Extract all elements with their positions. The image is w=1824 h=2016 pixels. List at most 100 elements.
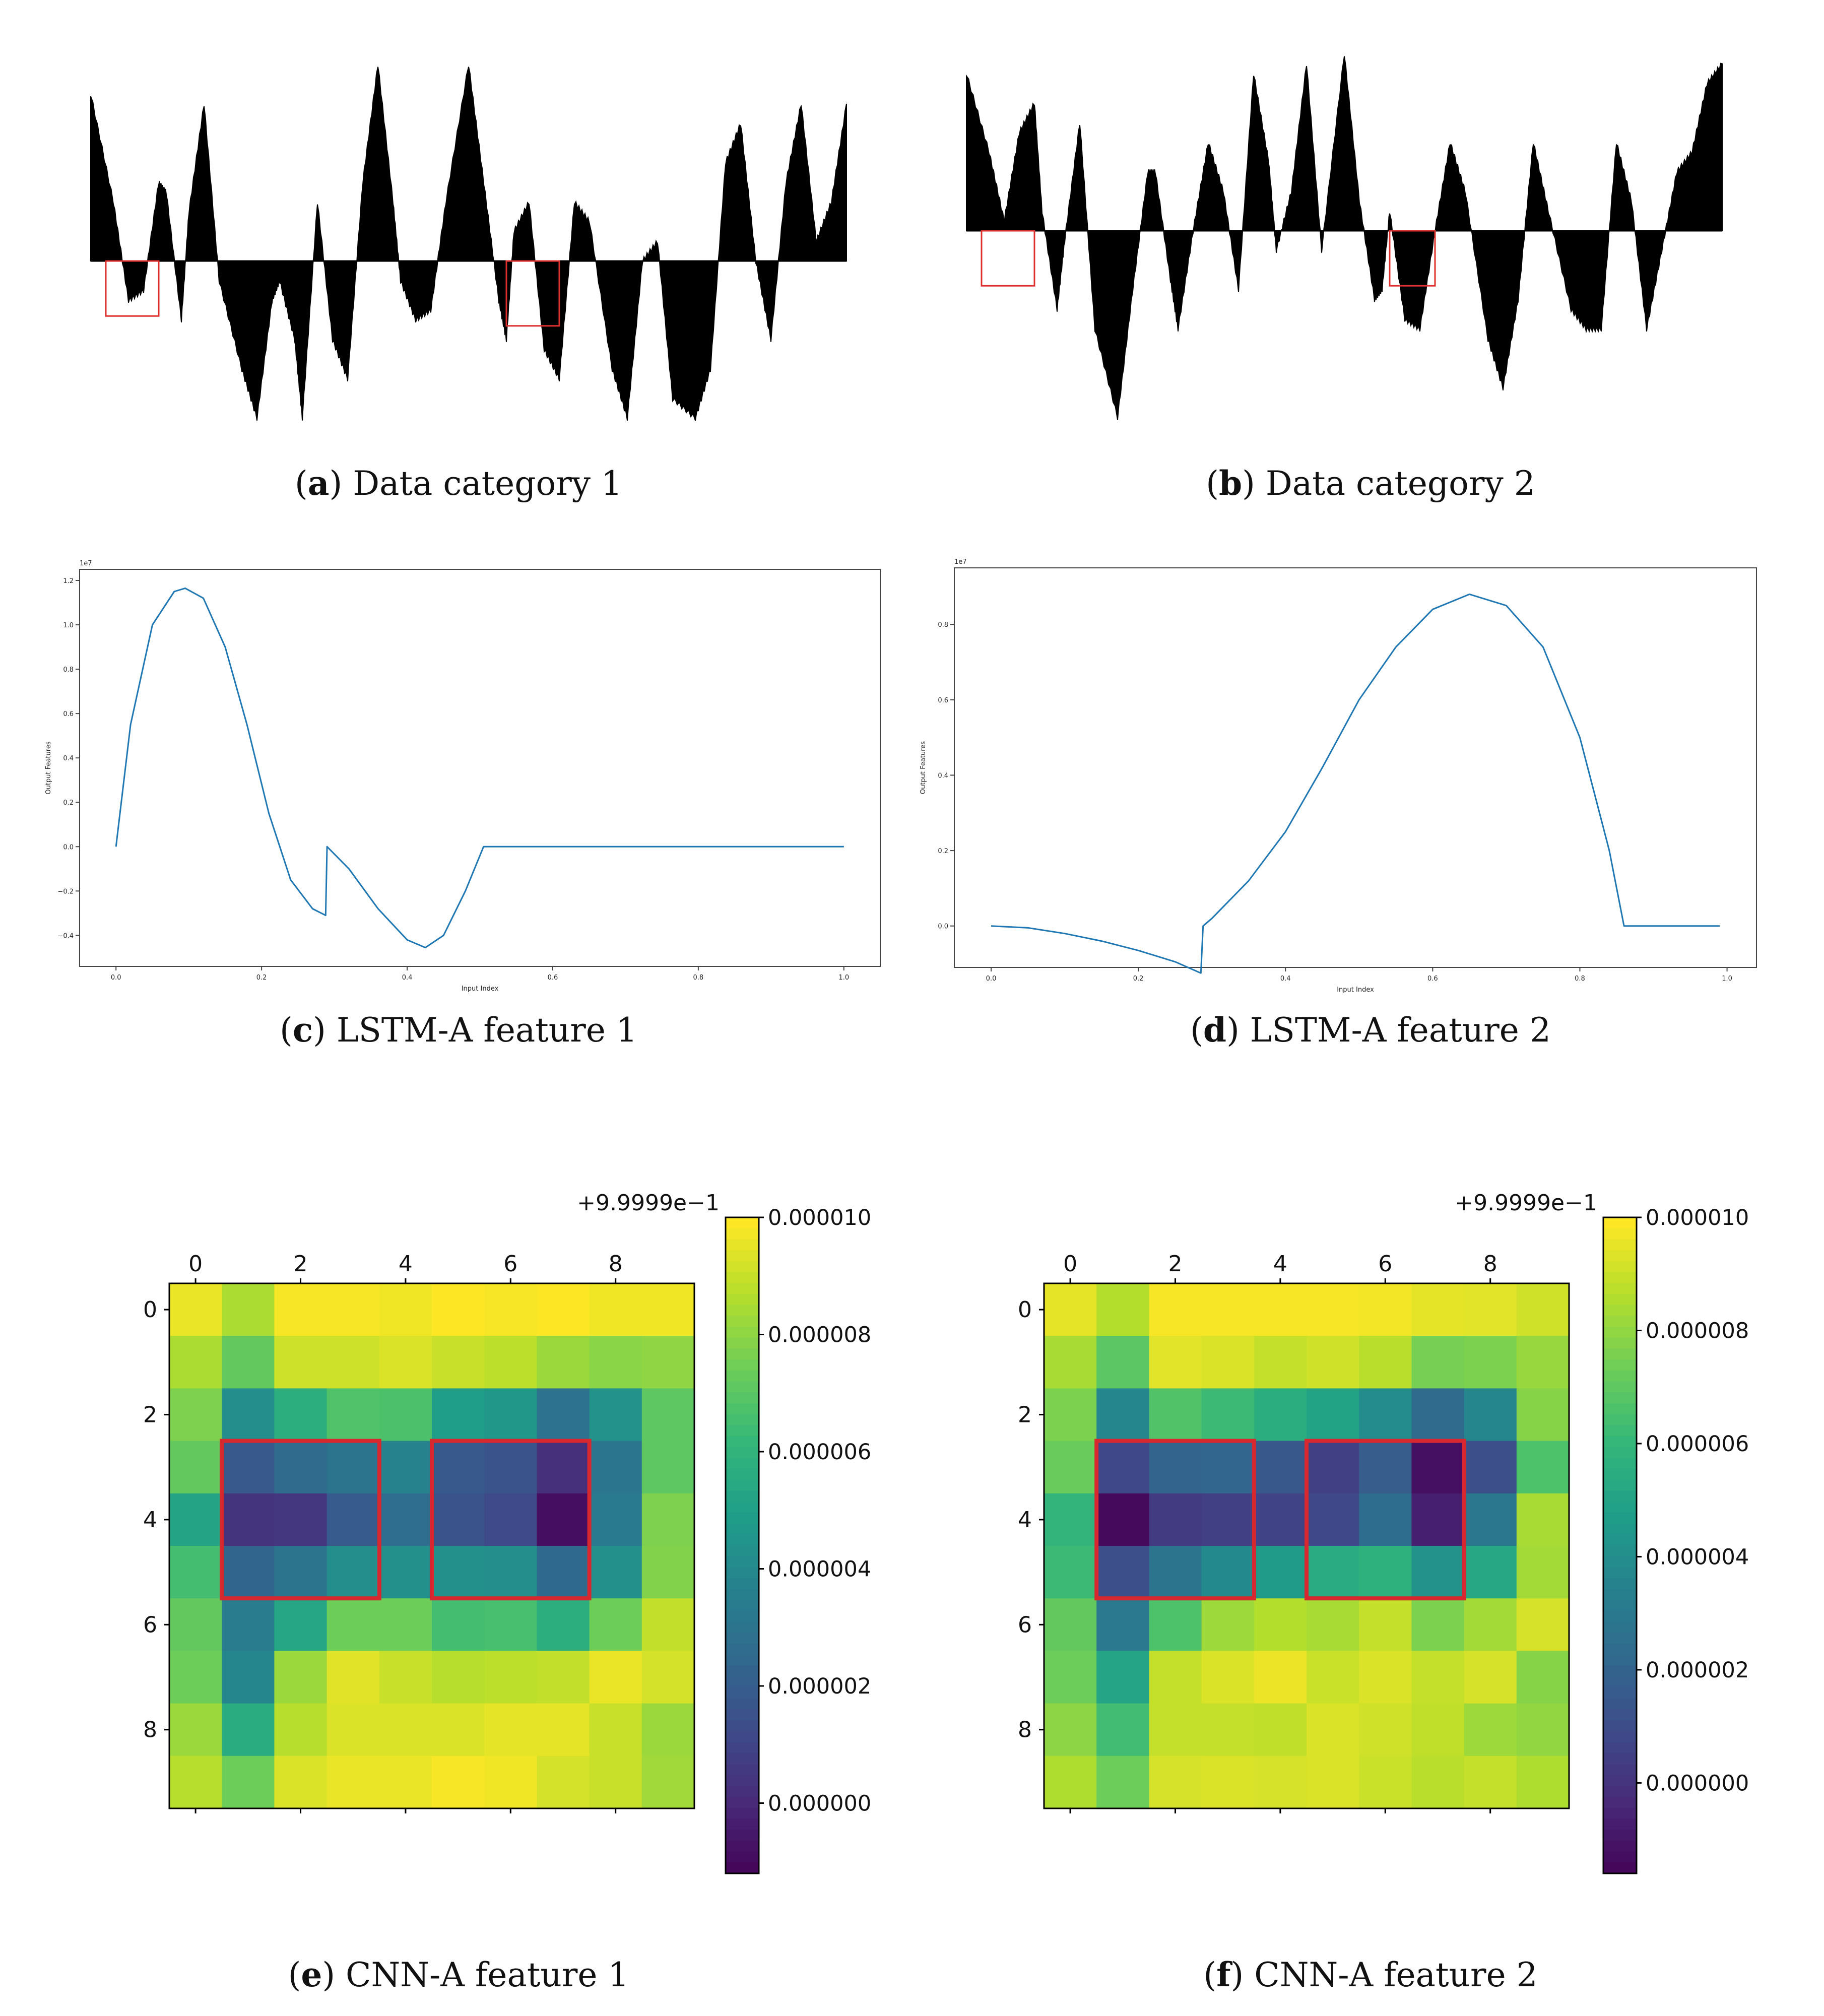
colorbar-segment (1603, 1665, 1637, 1677)
x-tick-label: 1.0 (1722, 975, 1732, 983)
heatmap-cell (537, 1598, 590, 1651)
heatmap-cell (1201, 1651, 1255, 1704)
heatmap-cell (1516, 1755, 1570, 1809)
heatmap-cell (1254, 1651, 1307, 1704)
colorbar-segment (1603, 1272, 1637, 1284)
heatmap-cell (484, 1598, 537, 1651)
heatmap-cell (1307, 1283, 1359, 1336)
heatmap-cell (1096, 1755, 1149, 1809)
y-tick-label: 0.4 (63, 755, 74, 762)
heatmap-cell (484, 1388, 537, 1442)
heatmap-cell (1516, 1546, 1570, 1599)
colorbar-segment (726, 1239, 759, 1251)
heatmap-cell (169, 1336, 222, 1389)
heatmap-cell (432, 1703, 485, 1757)
heatmap-cell (1254, 1546, 1307, 1599)
heatmap-frame (168, 1282, 695, 1809)
colorbar-segment (1603, 1611, 1637, 1622)
highlight-box (981, 230, 1035, 287)
colorbar-segment (726, 1250, 759, 1262)
heatmap-cell (1096, 1703, 1149, 1757)
x-tick-label: 2 (294, 1251, 308, 1277)
x-tick-label: 6 (1378, 1251, 1392, 1277)
heatmap-cell (641, 1441, 695, 1494)
heatmap-cell (1201, 1493, 1255, 1546)
heatmap-cell (432, 1283, 485, 1336)
heatmap-cell (1149, 1598, 1202, 1651)
x-tick-label: 0.6 (1427, 975, 1438, 983)
offset-text: +9.9999e−1 (577, 1190, 720, 1216)
heatmap-cell (1516, 1441, 1570, 1494)
colorbar-frame (725, 1216, 760, 1874)
heatmap-cell (641, 1336, 695, 1389)
x-tick-label: 0 (188, 1251, 203, 1277)
colorbar-tick-label: 0.000010 (768, 1205, 871, 1230)
highlight-box (505, 260, 560, 327)
heatmap-cell (1464, 1493, 1517, 1546)
colorbar-segment (726, 1512, 759, 1524)
caption-d: (d) LSTM-A feature 2 (1190, 1010, 1551, 1050)
colorbar-segment (726, 1621, 759, 1634)
colorbar-segment (726, 1392, 759, 1404)
heatmap-cell (1359, 1283, 1412, 1336)
heatmap-cell (641, 1546, 695, 1599)
colorbar-segment (726, 1578, 759, 1590)
heatmap-cell (327, 1598, 380, 1651)
caption-e: (e) CNN-A feature 1 (288, 1955, 629, 1994)
heatmap-cell (1201, 1546, 1255, 1599)
heatmap-cell (1411, 1493, 1465, 1546)
colorbar-segment (1603, 1676, 1637, 1688)
colorbar-tick-label: 0.000008 (1646, 1318, 1749, 1343)
colorbar-segment (1603, 1687, 1637, 1699)
heatmap-cell (1096, 1598, 1149, 1651)
heatmap-cell (484, 1493, 537, 1546)
colorbar-segment (1603, 1479, 1637, 1491)
y-tick-label: −0.4 (57, 932, 74, 940)
heatmap-cell (432, 1336, 485, 1389)
heatmap-cell (1044, 1703, 1097, 1757)
x-tick-label: 6 (503, 1251, 517, 1277)
heatmap-cell (1411, 1755, 1465, 1809)
colorbar-segment (726, 1425, 759, 1437)
colorbar-segment (1603, 1786, 1637, 1798)
heatmap-cell (1464, 1283, 1517, 1336)
colorbar-segment (726, 1316, 759, 1327)
colorbar-segment (1603, 1392, 1637, 1404)
colorbar-segment (726, 1359, 759, 1371)
colorbar-segment (1603, 1851, 1637, 1863)
heatmap-cell (1044, 1651, 1097, 1704)
heatmap-cell (169, 1755, 222, 1809)
panel-f: 0 2 4 6 8 0 2 4 6 8 0.000010 0.000008 0.000006 0.0000… (912, 1159, 1824, 2015)
heatmap-cell (274, 1598, 328, 1651)
colorbar-segment (1603, 1283, 1637, 1294)
colorbar-segment (726, 1305, 759, 1317)
heatmap-cell (327, 1651, 380, 1704)
heatmap-cell (222, 1283, 275, 1336)
x-tick-label: 0.4 (1280, 975, 1291, 983)
heatmap-cell (537, 1703, 590, 1757)
y-tick-label: 0.0 (63, 843, 74, 851)
heatmap-cell (589, 1703, 642, 1757)
heatmap-cell (222, 1546, 275, 1599)
heatmap-cell (379, 1336, 432, 1389)
colorbar-segment (726, 1469, 759, 1480)
heatmap-cell (537, 1651, 590, 1704)
heatmap-cell (537, 1755, 590, 1809)
heatmap-cell (1464, 1546, 1517, 1599)
heatmap-cell (1096, 1336, 1149, 1389)
heatmap-cell (1411, 1598, 1465, 1651)
heatmap-cell (589, 1388, 642, 1442)
panel-b: (b) Data category 2 (912, 0, 1824, 524)
y-tick-label: 1.0 (63, 622, 74, 629)
colorbar-segment (726, 1764, 759, 1776)
colorbar-segment (726, 1545, 759, 1557)
colorbar-segment (1603, 1633, 1637, 1645)
heatmap-cell (1044, 1336, 1097, 1389)
y-tick-label: 6 (143, 1612, 157, 1638)
colorbar-segment (1603, 1414, 1637, 1426)
heatmap-cell (1149, 1703, 1202, 1757)
y-tick-label: 2 (1018, 1402, 1032, 1428)
colorbar-segment (726, 1261, 759, 1273)
colorbar-segment (1603, 1731, 1637, 1743)
heatmap-cell (222, 1388, 275, 1442)
